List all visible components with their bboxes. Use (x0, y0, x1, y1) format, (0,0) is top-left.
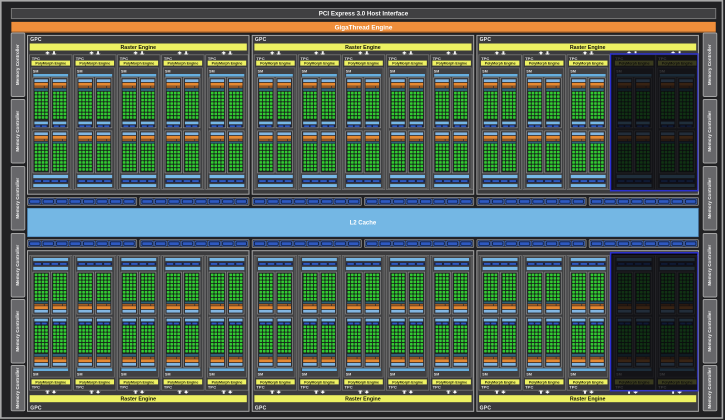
svg-text:GPC: GPC (480, 37, 492, 43)
svg-text:Memory Controller: Memory Controller (707, 111, 712, 152)
svg-text:Memory Controller: Memory Controller (707, 44, 712, 85)
svg-text:Memory Controller: Memory Controller (707, 178, 712, 219)
svg-text:Raster Engine: Raster Engine (345, 45, 381, 51)
svg-text:GPC: GPC (255, 37, 267, 43)
svg-text:GPC: GPC (255, 405, 267, 411)
svg-text:Memory Controller: Memory Controller (15, 178, 20, 219)
svg-text:Raster Engine: Raster Engine (120, 397, 156, 403)
svg-text:Raster Engine: Raster Engine (120, 45, 156, 51)
svg-text:L2 Cache: L2 Cache (350, 221, 377, 227)
svg-text:Raster Engine: Raster Engine (570, 397, 606, 403)
svg-text:Memory Controller: Memory Controller (707, 311, 712, 352)
svg-text:Memory Controller: Memory Controller (707, 368, 712, 409)
svg-text:GPC: GPC (480, 405, 492, 411)
svg-text:Memory Controller: Memory Controller (15, 111, 20, 152)
svg-text:Memory Controller: Memory Controller (15, 368, 20, 409)
svg-text:PCI Express 3.0 Host Interface: PCI Express 3.0 Host Interface (319, 11, 409, 18)
svg-text:Raster Engine: Raster Engine (345, 397, 381, 403)
svg-text:Memory Controller: Memory Controller (15, 245, 20, 286)
svg-text:Raster Engine: Raster Engine (570, 45, 606, 51)
svg-text:Memory Controller: Memory Controller (15, 311, 20, 352)
svg-text:GigaThread Engine: GigaThread Engine (335, 24, 393, 31)
svg-text:Memory Controller: Memory Controller (707, 245, 712, 286)
svg-text:GPC: GPC (30, 37, 42, 43)
svg-text:GPC: GPC (30, 405, 42, 411)
svg-text:Memory Controller: Memory Controller (15, 44, 20, 85)
